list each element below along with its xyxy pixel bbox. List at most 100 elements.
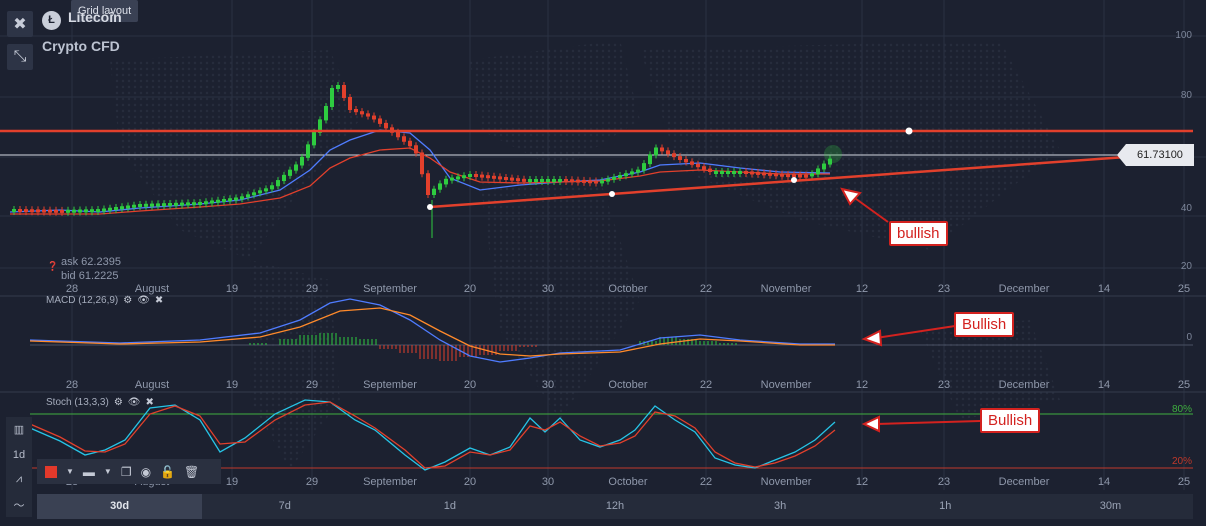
x-tick: 20 [463, 476, 477, 488]
unlock-icon[interactable]: 🔓 [160, 464, 176, 479]
gear-icon[interactable]: ⚙ [123, 295, 133, 306]
eye-icon[interactable]: 👁 [127, 397, 141, 408]
indicator-icon[interactable]: 〜 [13, 500, 25, 512]
color-swatch-icon[interactable] [45, 465, 57, 478]
callout-main: bullish [889, 221, 948, 246]
macd-header: MACD (12,26,9) ⚙ 👁 ✖ [46, 295, 163, 306]
close-icon[interactable]: ✖ [154, 295, 164, 306]
timeframe-bar: 30d 7d 1d 12h 3h 1h 30m [37, 494, 1193, 519]
x-tick: August [134, 283, 170, 295]
x-tick: 28 [65, 379, 79, 391]
chevron-down-icon[interactable]: ▼ [103, 467, 112, 476]
x-tick: 28 [65, 283, 79, 295]
macd-histogram [249, 333, 737, 361]
x-tick: 20 [463, 283, 477, 295]
asset-type: Crypto CFD [42, 38, 120, 54]
x-tick: 25 [1177, 283, 1191, 295]
tool-strip: ▥ 1d ⩘ 〜 [6, 417, 32, 517]
x-tick: 25 [1177, 476, 1191, 488]
timeframe-7d[interactable]: 7d [278, 500, 291, 512]
trendline-handle [427, 204, 433, 210]
x-tick: 12 [855, 476, 869, 488]
stoch-header: Stoch (13,3,3) ⚙ 👁 ✖ [46, 397, 154, 408]
close-icon[interactable]: ✖ [145, 397, 154, 408]
timeframe-1d[interactable]: 1d [443, 500, 456, 512]
eye-icon[interactable]: 👁 [137, 295, 150, 306]
x-tick: 23 [937, 379, 951, 391]
resize-button[interactable]: ⤡ [7, 44, 33, 70]
callout-arrows [840, 187, 981, 433]
chevron-down-icon[interactable]: ▼ [66, 467, 74, 476]
trendline-handle [609, 191, 615, 197]
x-tick: November [760, 476, 812, 488]
trendline-handle [905, 127, 913, 135]
x-tick: 30 [541, 283, 555, 295]
asset-name[interactable]: Litecoin [68, 9, 122, 25]
x-tick: September [363, 379, 417, 391]
interval-button[interactable]: 1d [12, 449, 26, 461]
x-tick: 19 [225, 476, 239, 488]
x-tick: 29 [305, 379, 319, 391]
trendlines [0, 127, 1193, 210]
x-tick: 22 [699, 476, 713, 488]
x-tick: 23 [937, 283, 951, 295]
x-tick: 30 [541, 379, 555, 391]
stoch-upper-label: 80% [1171, 404, 1192, 415]
timeframe-30m[interactable]: 30m [1099, 500, 1122, 512]
bid-price: bid 61.2225 [61, 270, 119, 282]
callout-stoch: Bullish [980, 408, 1041, 433]
stoch-d-line [29, 401, 836, 469]
x-tick: September [363, 283, 417, 295]
y-tick: 40 [1180, 203, 1192, 214]
timeframe-12h[interactable]: 12h [605, 500, 625, 512]
trash-icon[interactable]: 🗑 [184, 464, 200, 479]
macd-label: MACD (12,26,9) [46, 295, 119, 306]
x-tick: 14 [1097, 379, 1111, 391]
x-tick: December [998, 476, 1050, 488]
y-tick: 100 [1175, 30, 1192, 41]
eye-icon[interactable]: ◉ [140, 464, 152, 479]
timeframe-1h[interactable]: 1h [939, 500, 952, 512]
x-tick: August [134, 379, 170, 391]
copy-icon[interactable]: ❐ [120, 464, 132, 479]
callout-macd: Bullish [954, 312, 1015, 337]
x-tick: 25 [1177, 379, 1191, 391]
ask-price: ask 62.2395 [61, 256, 121, 268]
x-tick: 12 [855, 283, 869, 295]
x-tick: 20 [463, 379, 477, 391]
timeframe-3h[interactable]: 3h [774, 500, 787, 512]
candles [12, 82, 832, 238]
drawing-icon[interactable]: ⩘ [15, 473, 23, 485]
stoch-label: Stoch (13,3,3) [46, 397, 109, 408]
x-tick: 22 [699, 283, 713, 295]
x-tick: October [608, 476, 648, 488]
x-tick: November [760, 379, 812, 391]
line-width-icon[interactable]: ▬ [82, 464, 95, 479]
macd-line [29, 298, 835, 363]
litecoin-icon: Ł [42, 11, 61, 30]
x-tick: December [998, 379, 1050, 391]
x-tick: October [608, 379, 648, 391]
candles-icon[interactable]: ▥ [13, 424, 25, 436]
macd-signal-line [29, 307, 835, 357]
timeframe-30d[interactable]: 30d [37, 494, 203, 519]
close-button[interactable]: ✖ [7, 11, 33, 37]
x-tick: 29 [305, 283, 319, 295]
x-tick: 12 [855, 379, 869, 391]
stoch-lower-label: 20% [1171, 456, 1192, 467]
gear-icon[interactable]: ⚙ [113, 397, 123, 408]
x-tick: 19 [225, 379, 239, 391]
x-tick: 23 [937, 476, 951, 488]
drawing-toolbar: ▼ ▬ ▼ ❐ ◉ 🔓 🗑 [37, 459, 221, 484]
live-price-glow [824, 145, 842, 163]
x-tick: 14 [1097, 476, 1111, 488]
close-icon: ✖ [13, 16, 27, 33]
support-trendline [429, 155, 1127, 209]
x-tick: October [608, 283, 648, 295]
macd-panel [29, 298, 1193, 363]
world-map-watermark [110, 40, 1060, 470]
info-icon[interactable]: ❓ [47, 261, 59, 271]
current-price-tag: 61.73100 [1117, 144, 1194, 166]
grid-layout-tooltip: Grid layout [71, 0, 139, 22]
